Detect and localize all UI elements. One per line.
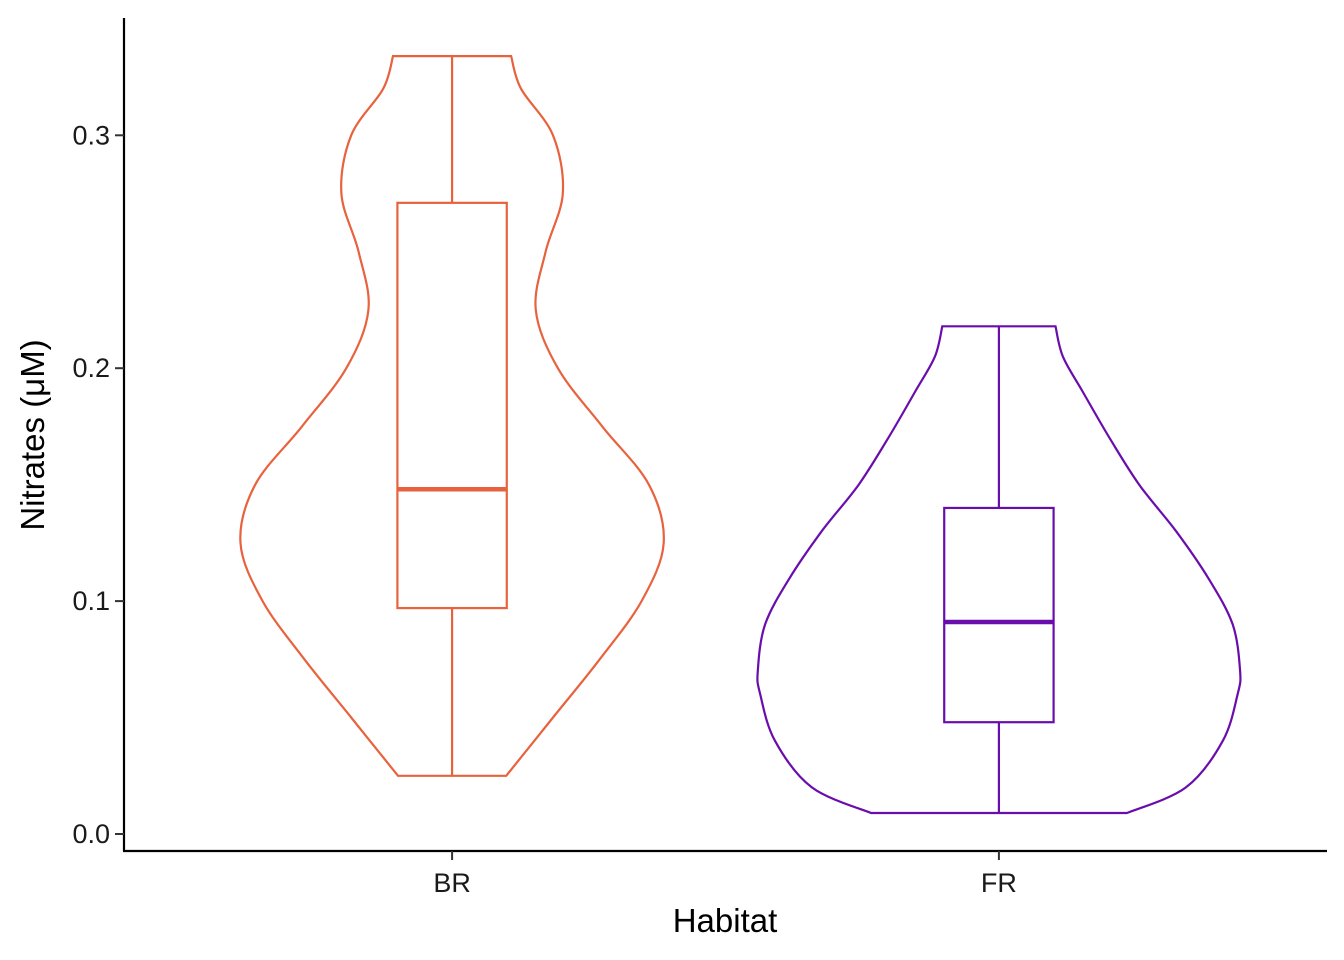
- x-axis-title: Habitat: [673, 902, 778, 939]
- iqr-box: [943, 506, 1055, 724]
- y-axis-ticks: 0.0 0.1 0.2 0.3: [72, 120, 124, 849]
- violin-group-br: [239, 55, 665, 777]
- y-tick-label: 0.0: [72, 819, 110, 849]
- y-tick-label: 0.1: [72, 586, 110, 616]
- x-tick-label: BR: [433, 868, 471, 898]
- iqr-box: [396, 201, 508, 610]
- violin-group-fr: [756, 325, 1242, 815]
- violin-outline: [239, 55, 665, 777]
- y-axis-title: Nitrates (μM): [14, 339, 51, 530]
- x-axis-ticks: BR FR: [433, 851, 1017, 898]
- plot-marks: [239, 55, 1242, 815]
- x-tick-label: FR: [981, 868, 1017, 898]
- y-tick-label: 0.2: [72, 353, 110, 383]
- y-tick-label: 0.3: [72, 120, 110, 150]
- violin-outline: [756, 325, 1242, 815]
